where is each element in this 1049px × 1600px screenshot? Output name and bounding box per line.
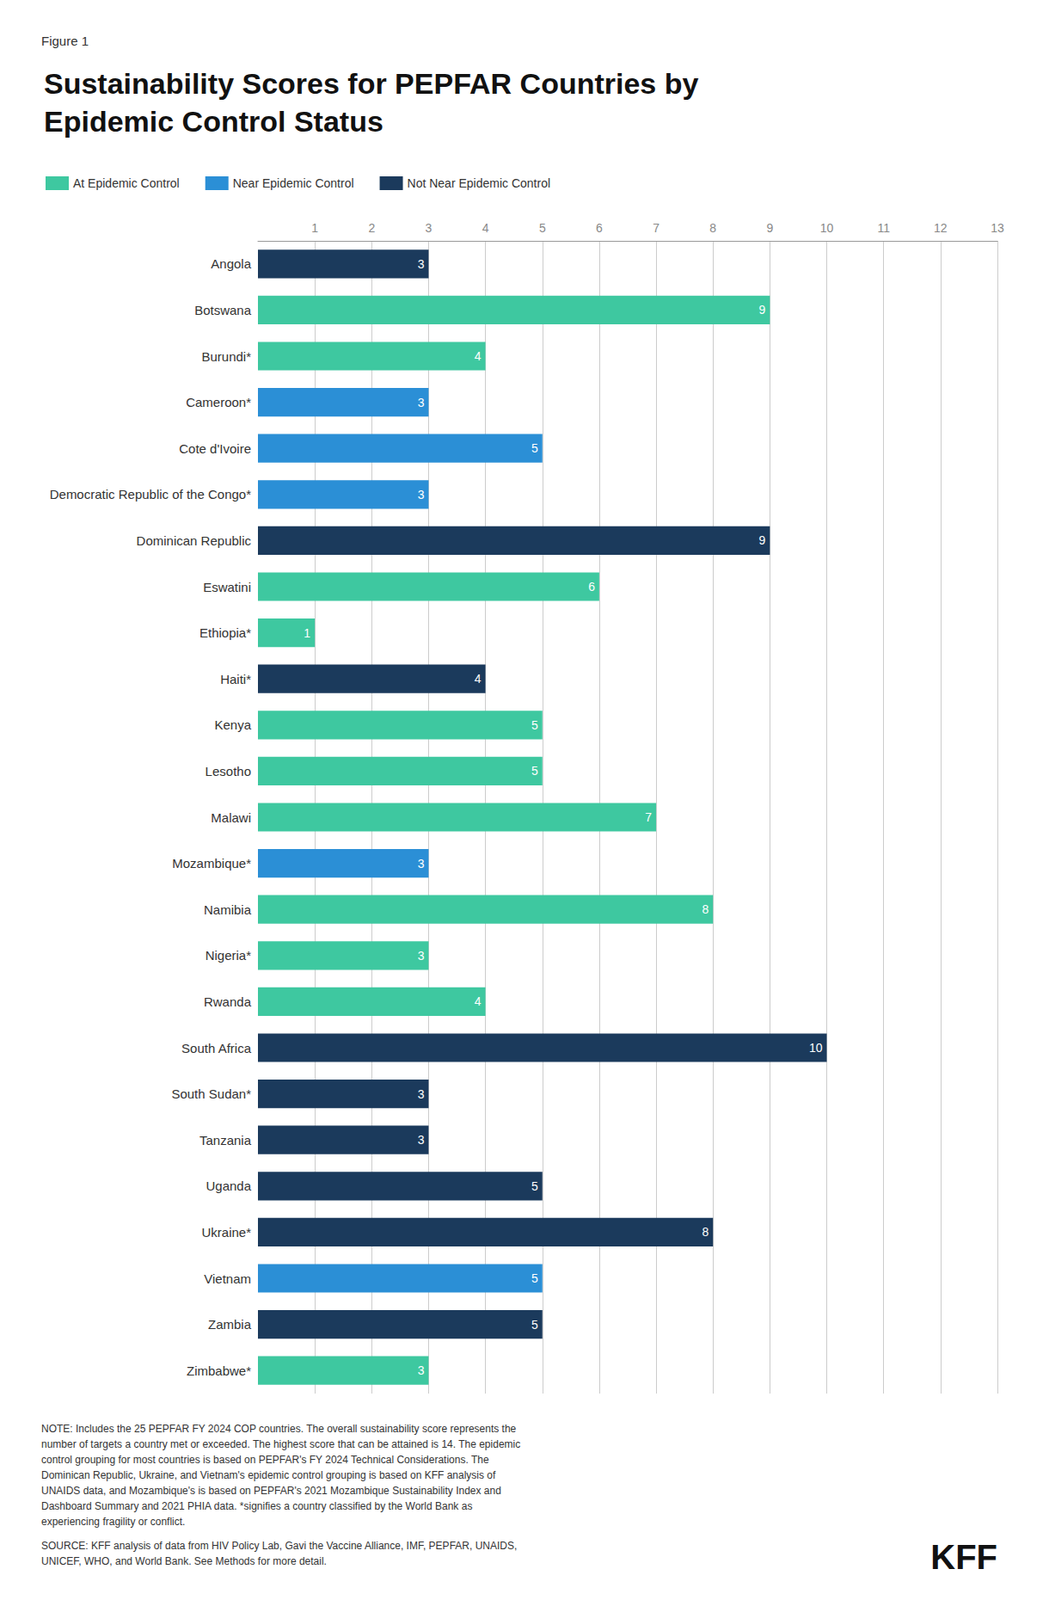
svg-text:Figure 1: Figure 1 bbox=[41, 33, 89, 49]
svg-text:Zambia: Zambia bbox=[208, 1316, 252, 1332]
svg-text:3: 3 bbox=[425, 220, 433, 235]
svg-text:NOTE: Includes the 25 PEPFAR F: NOTE: Includes the 25 PEPFAR FY 2024 COP… bbox=[41, 1422, 517, 1435]
svg-text:11: 11 bbox=[877, 220, 890, 235]
svg-text:Not Near Epidemic Control: Not Near Epidemic Control bbox=[407, 176, 552, 191]
svg-text:1: 1 bbox=[311, 220, 319, 235]
svg-text:Zimbabwe*: Zimbabwe* bbox=[186, 1362, 252, 1378]
svg-text:8: 8 bbox=[709, 220, 717, 235]
svg-text:Ukraine*: Ukraine* bbox=[201, 1224, 252, 1240]
svg-text:8: 8 bbox=[701, 1224, 709, 1239]
svg-text:Dashboard Summary and 2021 PHI: Dashboard Summary and 2021 PHIA data. *s… bbox=[41, 1499, 473, 1512]
svg-text:Cote d'Ivoire: Cote d'Ivoire bbox=[178, 441, 252, 456]
svg-text:UNICEF, WHO, and World Bank. S: UNICEF, WHO, and World Bank. See Methods… bbox=[41, 1554, 327, 1567]
svg-text:Tanzania: Tanzania bbox=[199, 1132, 252, 1148]
svg-text:KFF: KFF bbox=[930, 1537, 998, 1576]
svg-text:Uganda: Uganda bbox=[205, 1177, 252, 1193]
svg-text:7: 7 bbox=[644, 809, 652, 824]
svg-text:Vietnam: Vietnam bbox=[203, 1270, 252, 1286]
svg-text:7: 7 bbox=[652, 220, 660, 235]
svg-text:3: 3 bbox=[417, 395, 425, 410]
svg-text:9: 9 bbox=[759, 302, 767, 317]
svg-text:9: 9 bbox=[766, 220, 773, 235]
svg-text:10: 10 bbox=[809, 1040, 823, 1055]
svg-text:4: 4 bbox=[474, 671, 482, 686]
svg-text:Lesotho: Lesotho bbox=[205, 763, 252, 779]
svg-text:1: 1 bbox=[303, 625, 311, 640]
svg-text:Mozambique*: Mozambique* bbox=[171, 855, 252, 871]
svg-text:5: 5 bbox=[531, 1270, 539, 1285]
svg-text:Cameroon*: Cameroon* bbox=[185, 394, 252, 410]
svg-text:5: 5 bbox=[531, 763, 539, 778]
svg-text:Dominican Republic, Ukraine, a: Dominican Republic, Ukraine, and Vietnam… bbox=[41, 1468, 497, 1481]
svg-text:Near Epidemic Control: Near Epidemic Control bbox=[233, 176, 355, 191]
svg-text:Burundi*: Burundi* bbox=[201, 349, 252, 364]
svg-text:8: 8 bbox=[701, 901, 709, 916]
svg-text:Sustainability Scores for PEPF: Sustainability Scores for PEPFAR Countri… bbox=[43, 67, 699, 100]
svg-text:South Africa: South Africa bbox=[181, 1040, 252, 1056]
svg-text:Kenya: Kenya bbox=[214, 717, 252, 732]
svg-text:3: 3 bbox=[417, 257, 425, 271]
svg-text:4: 4 bbox=[474, 349, 482, 363]
svg-text:SOURCE: KFF analysis of data f: SOURCE: KFF analysis of data from HIV Po… bbox=[41, 1539, 517, 1552]
svg-text:Namibia: Namibia bbox=[203, 901, 252, 917]
svg-text:Ethiopia*: Ethiopia* bbox=[199, 625, 252, 640]
svg-text:Dominican Republic: Dominican Republic bbox=[136, 533, 252, 548]
svg-text:3: 3 bbox=[417, 1362, 425, 1377]
svg-text:Malawi: Malawi bbox=[210, 809, 252, 825]
svg-text:Angola: Angola bbox=[210, 256, 252, 271]
svg-text:Rwanda: Rwanda bbox=[203, 993, 252, 1009]
svg-text:Epidemic Control Status: Epidemic Control Status bbox=[43, 104, 384, 138]
svg-text:5: 5 bbox=[531, 717, 539, 732]
svg-text:Haiti*: Haiti* bbox=[220, 671, 252, 687]
svg-text:3: 3 bbox=[417, 948, 425, 963]
svg-text:4: 4 bbox=[474, 993, 482, 1008]
svg-text:experiencing fragility or conf: experiencing fragility or conflict. bbox=[41, 1515, 185, 1528]
svg-text:3: 3 bbox=[417, 1086, 425, 1101]
svg-text:6: 6 bbox=[588, 579, 596, 594]
svg-text:10: 10 bbox=[820, 220, 835, 235]
svg-text:6: 6 bbox=[595, 220, 603, 235]
svg-text:3: 3 bbox=[417, 1132, 425, 1147]
svg-text:Botswana: Botswana bbox=[194, 302, 252, 318]
svg-text:13: 13 bbox=[990, 220, 1005, 235]
svg-text:3: 3 bbox=[417, 856, 425, 871]
svg-text:At Epidemic Control: At Epidemic Control bbox=[73, 176, 180, 191]
svg-text:9: 9 bbox=[759, 533, 767, 547]
svg-text:2: 2 bbox=[368, 220, 375, 235]
svg-text:UNAIDS data, and Mozambique's: UNAIDS data, and Mozambique's is based o… bbox=[41, 1484, 502, 1497]
svg-text:control grouping for most coun: control grouping for most countries is b… bbox=[41, 1453, 490, 1466]
svg-text:Eswatini: Eswatini bbox=[202, 579, 252, 595]
svg-text:5: 5 bbox=[531, 1178, 539, 1193]
svg-text:number of targets a country me: number of targets a country met or excee… bbox=[41, 1437, 521, 1450]
svg-text:5: 5 bbox=[531, 441, 539, 455]
svg-text:4: 4 bbox=[482, 220, 490, 235]
svg-text:5: 5 bbox=[539, 220, 546, 235]
svg-text:3: 3 bbox=[417, 487, 425, 502]
svg-text:Nigeria*: Nigeria* bbox=[205, 947, 252, 963]
svg-text:Democratic Republic of the Con: Democratic Republic of the Congo* bbox=[49, 486, 252, 502]
svg-text:5: 5 bbox=[531, 1317, 539, 1332]
svg-text:12: 12 bbox=[933, 220, 948, 235]
svg-text:South Sudan*: South Sudan* bbox=[171, 1085, 252, 1101]
